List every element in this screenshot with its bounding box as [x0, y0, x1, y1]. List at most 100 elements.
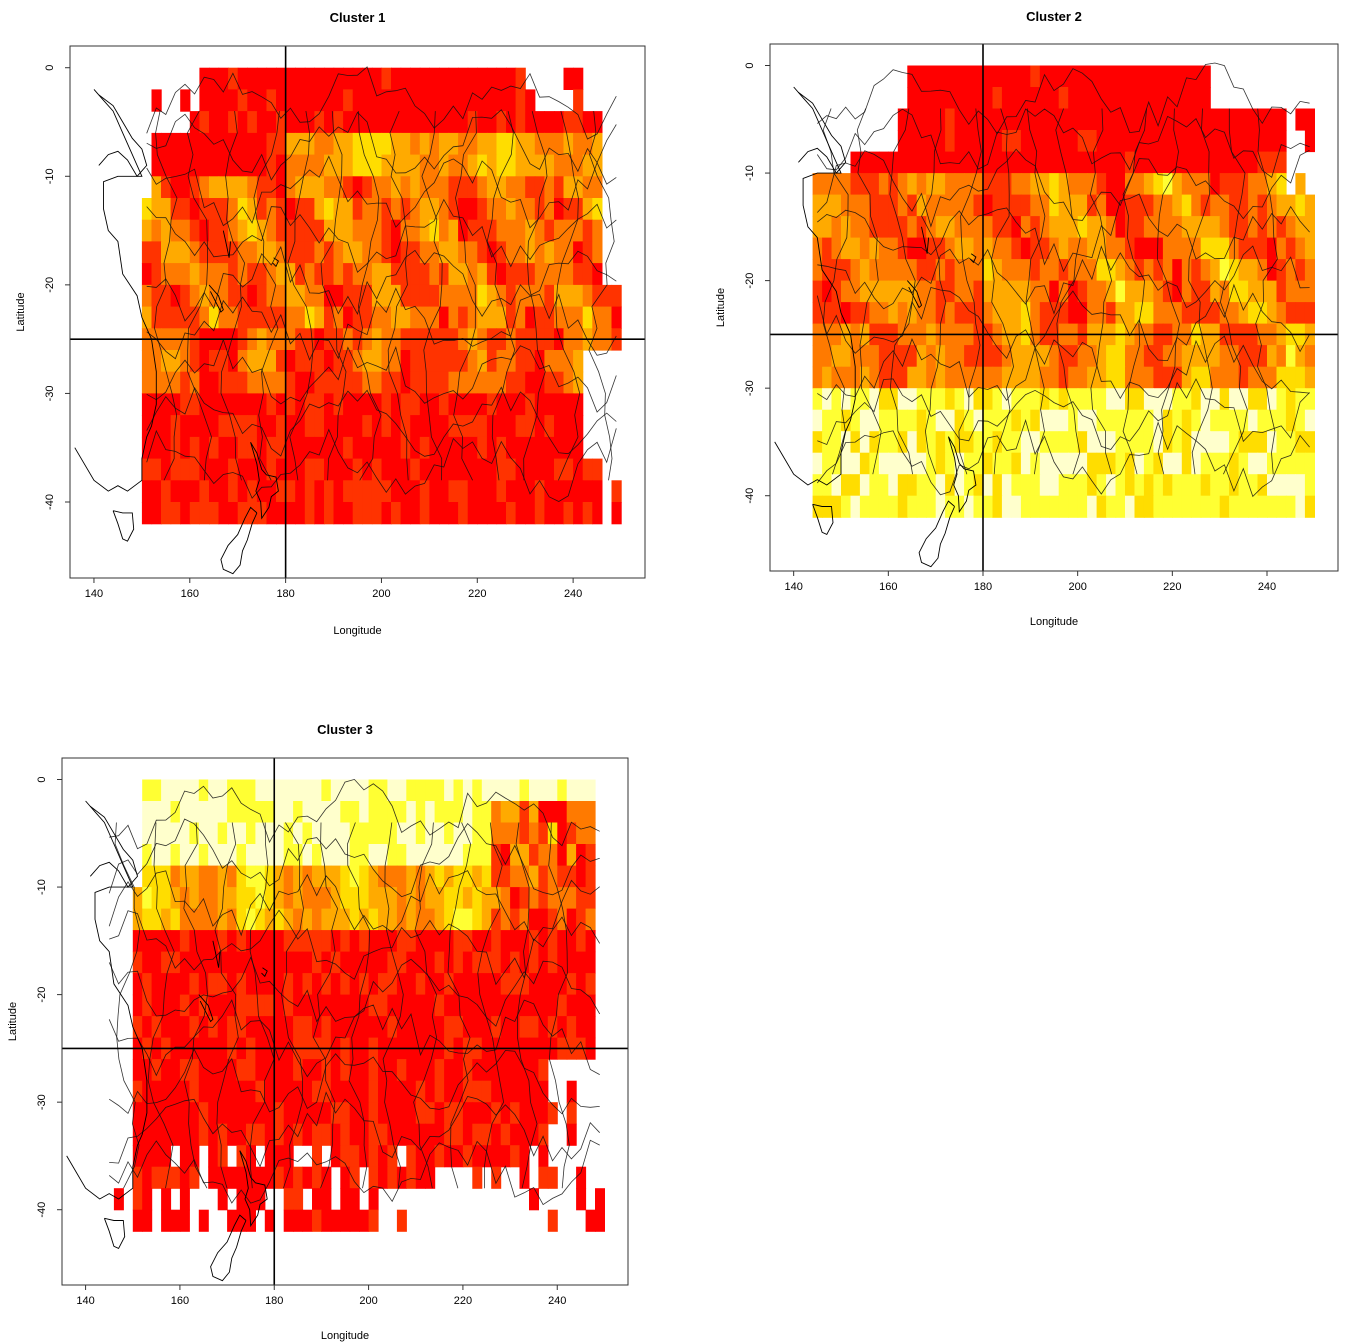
- heatmap-cell: [141, 415, 153, 438]
- heatmap-cell: [1115, 130, 1126, 153]
- heatmap-cell: [236, 1102, 247, 1125]
- heatmap-cell: [563, 154, 574, 177]
- heatmap-cell: [916, 108, 927, 131]
- heatmap-cell: [359, 951, 370, 974]
- heatmap-cell: [371, 458, 383, 481]
- heatmap-cell: [434, 779, 445, 802]
- heatmap-cell: [189, 502, 200, 525]
- heatmap-cell: [1229, 409, 1240, 432]
- heatmap-cell: [592, 154, 603, 177]
- heatmap-cell: [1001, 173, 1012, 196]
- heatmap-cell: [1115, 366, 1126, 389]
- heatmap-cell: [1257, 388, 1268, 411]
- heatmap-cell: [321, 994, 332, 1017]
- heatmap-cell: [822, 345, 833, 368]
- heatmap-cell: [1153, 173, 1164, 196]
- heatmap-cell: [208, 994, 219, 1017]
- heatmap-cell: [264, 930, 275, 953]
- heatmap-cell: [276, 502, 287, 525]
- heatmap-cell: [1087, 495, 1098, 518]
- heatmap-cell: [1172, 474, 1183, 497]
- heatmap-cell: [822, 302, 833, 325]
- heatmap-cell: [576, 779, 587, 802]
- heatmap-cell: [1068, 302, 1079, 325]
- heatmap-cell: [293, 951, 304, 974]
- heatmap-cell: [368, 1016, 379, 1039]
- heatmap-cell: [378, 973, 388, 996]
- heatmap-cell: [519, 1145, 530, 1168]
- heatmap-cell: [1248, 237, 1259, 260]
- heatmap-cell: [945, 302, 956, 325]
- heatmap-cell: [293, 779, 304, 802]
- heatmap-cell: [170, 241, 181, 264]
- heatmap-cell: [410, 393, 421, 416]
- heatmap-cell: [151, 458, 162, 481]
- heatmap-cell: [453, 1145, 464, 1168]
- heatmap-cell: [359, 779, 370, 802]
- heatmap-cell: [888, 237, 899, 260]
- heatmap-cell: [179, 1080, 190, 1103]
- heatmap-cell: [897, 474, 908, 497]
- heatmap-cell: [859, 345, 870, 368]
- heatmap-cell: [285, 89, 296, 112]
- heatmap-cell: [992, 108, 1003, 131]
- heatmap-cell: [179, 994, 190, 1017]
- heatmap-cell: [312, 801, 322, 824]
- heatmap-cell: [935, 151, 946, 174]
- heatmap-cell: [352, 154, 363, 177]
- heatmap-cell: [500, 865, 511, 888]
- heatmap-cell: [576, 994, 587, 1017]
- heatmap-cell: [151, 1059, 162, 1082]
- heatmap-cell: [529, 973, 539, 996]
- heatmap-cell: [954, 366, 965, 389]
- heatmap-cell: [264, 994, 275, 1017]
- heatmap-cell: [444, 1145, 455, 1168]
- heatmap-cell: [1181, 495, 1192, 518]
- heatmap-cell: [1049, 130, 1060, 153]
- heatmap-cell: [276, 154, 287, 177]
- heatmap-cell: [462, 1102, 473, 1125]
- heatmap-cell: [283, 1209, 294, 1232]
- heatmap-cell: [359, 908, 370, 931]
- heatmap-cell: [285, 241, 296, 264]
- heatmap-cell: [314, 111, 325, 134]
- heatmap-cell: [1106, 345, 1117, 368]
- heatmap-cell: [151, 1123, 162, 1146]
- heatmap-cell: [467, 458, 478, 481]
- heatmap-cell: [831, 345, 842, 368]
- heatmap-cell: [506, 263, 517, 286]
- heatmap-cell: [1096, 108, 1107, 131]
- heatmap-cell: [340, 1145, 351, 1168]
- heatmap-cell: [343, 132, 354, 156]
- heatmap-cell: [293, 865, 304, 888]
- contour-line: [347, 822, 371, 1189]
- heatmap-cell: [314, 176, 325, 199]
- heatmap-cell: [576, 1166, 587, 1189]
- heatmap-cell: [439, 306, 450, 329]
- heatmap-cell: [439, 284, 450, 308]
- heatmap-cell: [500, 1102, 511, 1125]
- heatmap-cell: [285, 111, 296, 134]
- heatmap-cell: [554, 480, 565, 503]
- heatmap-cell: [439, 241, 450, 264]
- heatmap-cell: [529, 908, 539, 931]
- heatmap-cell: [1039, 259, 1050, 282]
- heatmap-cell: [391, 67, 402, 90]
- heatmap-cell: [1087, 474, 1098, 497]
- heatmap-cell: [916, 409, 927, 432]
- heatmap-cell: [387, 822, 398, 845]
- heatmap-cell: [371, 480, 383, 503]
- x-tick-label: 160: [879, 581, 897, 593]
- heatmap-cell: [1039, 87, 1050, 110]
- heatmap-cell: [954, 65, 965, 88]
- heatmap-cell: [547, 1102, 558, 1125]
- heatmap-cell: [359, 887, 370, 910]
- heatmap-cell: [611, 502, 622, 525]
- heatmap-cell: [1191, 302, 1202, 325]
- heatmap-cell: [544, 436, 555, 460]
- heatmap-cell: [368, 865, 379, 888]
- heatmap-cell: [1229, 474, 1240, 497]
- heatmap-cell: [247, 176, 258, 199]
- heatmap-cell: [314, 132, 325, 156]
- heatmap-cell: [217, 822, 228, 845]
